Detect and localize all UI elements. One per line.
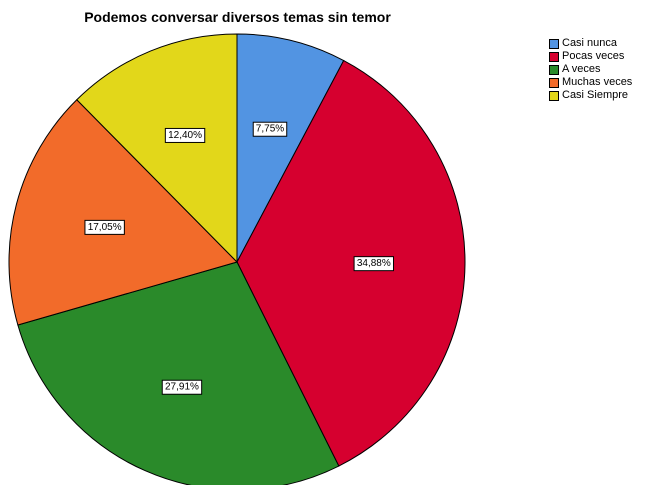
svg-text:12,40%: 12,40% — [168, 130, 202, 141]
legend-swatch — [549, 64, 559, 75]
pie-data-labels: 7,75% 34,88% 27,91% 17,05% 12,40% — [84, 121, 394, 395]
legend-swatch — [549, 77, 559, 88]
legend-label: Muchas veces — [562, 76, 633, 88]
data-label-pocas-veces: 34,88% — [353, 256, 394, 272]
legend-item-casi-siempre: Casi Siempre — [549, 89, 632, 102]
legend-label: Casi nunca — [562, 37, 618, 49]
legend-label: Casi Siempre — [562, 89, 629, 101]
svg-text:17,05%: 17,05% — [88, 222, 122, 233]
svg-text:34,88%: 34,88% — [357, 258, 391, 269]
legend-swatch — [549, 90, 559, 101]
pie-slice-pocas-veces — [236, 59, 466, 467]
data-label-muchas-veces: 17,05% — [84, 219, 125, 235]
legend-swatch — [549, 51, 559, 62]
legend-label: Pocas veces — [562, 50, 625, 62]
data-label-casi-siempre: 12,40% — [164, 127, 206, 143]
data-label-a-veces: 27,91% — [161, 379, 203, 395]
legend-item-casi-nunca: Casi nunca — [549, 37, 632, 50]
pie-slice-muchas-veces — [8, 99, 238, 326]
pie-slice-casi-nunca — [236, 33, 345, 263]
legend-item-muchas-veces: Muchas veces — [549, 76, 632, 89]
pie-slices — [8, 33, 466, 485]
legend-swatch — [549, 38, 559, 49]
pie-slice-a-veces — [17, 261, 340, 485]
legend-label: A veces — [562, 63, 601, 75]
legend: Casi nunca Pocas veces A veces Muchas veces… — [549, 37, 632, 102]
legend-item-pocas-veces: Pocas veces — [549, 50, 632, 63]
data-label-casi-nunca: 7,75% — [252, 121, 288, 137]
legend-item-a-veces: A veces — [549, 63, 632, 76]
chart-title: Podemos conversar diversos temas sin tem… — [84, 9, 391, 25]
svg-text:27,91%: 27,91% — [165, 382, 199, 393]
svg-text:7,75%: 7,75% — [256, 124, 284, 135]
pie-slice-casi-siempre — [76, 33, 238, 264]
